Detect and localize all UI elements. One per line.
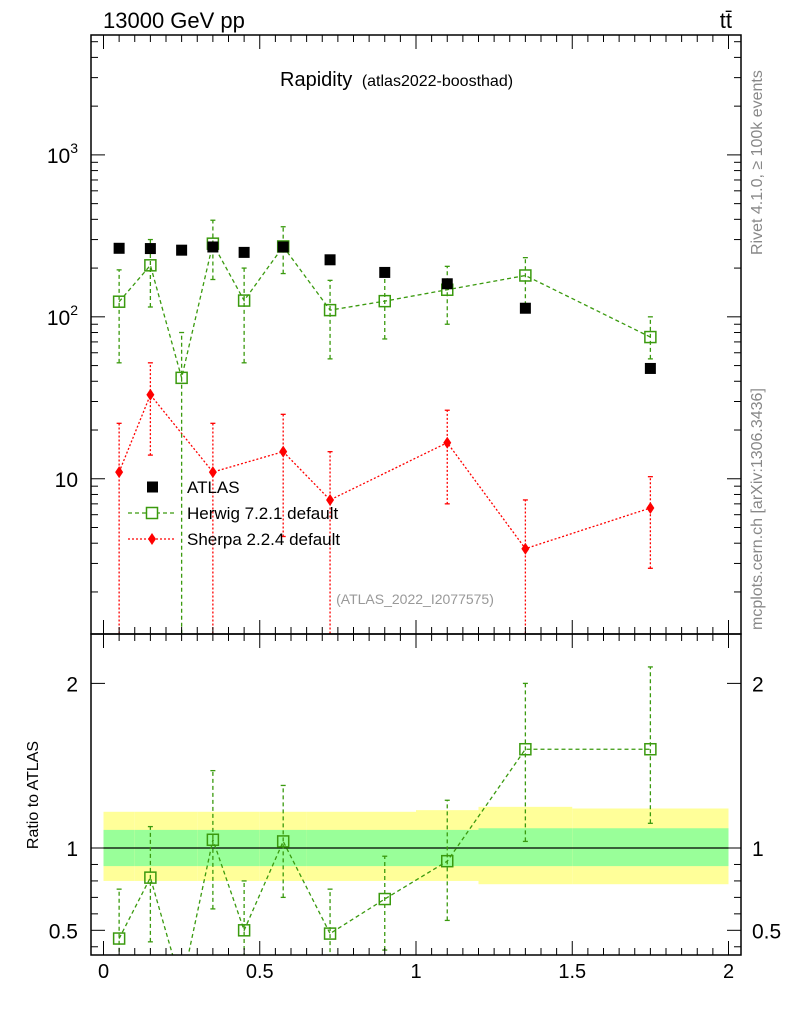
atlas-point: [277, 241, 289, 253]
ratio-plot-series: [112, 666, 657, 992]
herwig-point: [378, 294, 391, 308]
herwig-ratio-point: [441, 854, 454, 868]
sherpa-point: [279, 445, 288, 458]
herwig-ratio-point: [176, 981, 187, 992]
herwig-point: [237, 294, 251, 307]
legend-label: ATLAS: [187, 478, 240, 497]
atlas-point: [441, 278, 453, 290]
herwig-point: [144, 259, 157, 272]
mcplots-label: mcplots.cern.ch [arXiv:1306.3436]: [749, 388, 766, 630]
ratio-bands: [103, 806, 729, 885]
legend: ATLAS Herwig 7.2.1 default Sherpa 2.2.4 de…: [128, 478, 340, 549]
ratio-ylabel: Ratio to ATLAS: [25, 741, 42, 849]
axes: 0 0.5 1 1.5 2 10 102 103 0.5 0.5 1 1 2 2: [47, 35, 781, 983]
atlas-point: [519, 302, 531, 314]
herwig-ratio-point: [378, 892, 391, 906]
sherpa-point: [646, 501, 655, 514]
energy-label: 13000 GeV pp: [103, 8, 245, 33]
herwig-ratio-point: [276, 835, 290, 848]
ratio-y-tick-label-right: 0.5: [752, 920, 781, 943]
sherpa-point: [208, 466, 217, 479]
herwig-point: [644, 330, 657, 344]
herwig-point: [519, 269, 532, 282]
ratio-band-inner: [572, 828, 729, 867]
plot-title-main: Rapidity: [280, 69, 352, 91]
ratio-y-tick-label-right: 2: [752, 673, 764, 696]
sherpa-point: [326, 493, 335, 506]
ratio-band-inner: [478, 828, 573, 867]
herwig-point: [175, 371, 188, 385]
legend-label: Herwig 7.2.1 default: [187, 504, 338, 523]
legend-atlas-marker: [147, 481, 158, 493]
herwig-ratio-point: [237, 924, 251, 937]
legend-label: Sherpa 2.2.4 default: [187, 530, 340, 549]
atlas-point: [379, 266, 391, 278]
herwig-ratio-line: [118, 748, 651, 955]
ratio-y-tick-label-right: 1: [752, 838, 764, 861]
sherpa-point: [115, 466, 124, 479]
x-tick-label: 0: [98, 961, 109, 983]
main-y-tick-label: 10: [55, 469, 78, 492]
x-tick-label: 0.5: [246, 961, 274, 983]
main-plot-series: [112, 219, 657, 634]
herwig-ratio-point: [519, 742, 532, 756]
atlas-point: [207, 241, 219, 253]
herwig-ratio-point: [644, 742, 657, 756]
sherpa-line: [118, 393, 651, 550]
atlas-point: [644, 362, 656, 374]
atlas-point: [113, 242, 125, 254]
sherpa-point: [443, 436, 452, 449]
herwig-ratio-point: [206, 833, 220, 847]
main-y-tick-label: 103: [47, 140, 78, 168]
herwig-point: [323, 303, 337, 317]
atlas-point: [176, 244, 188, 256]
ratio-plot-frame: [90, 633, 742, 956]
x-tick-label: 2: [723, 961, 734, 983]
herwig-ratio-point: [112, 932, 126, 945]
atlas-point: [238, 246, 250, 258]
ratio-y-tick-label: 2: [66, 673, 78, 696]
plot-title: Rapidity (atlas2022-boosthad): [280, 69, 513, 91]
ratio-y-tick-label: 1: [66, 838, 78, 861]
process-label: tt̄: [720, 8, 732, 33]
x-tick-label: 1.5: [558, 961, 586, 983]
analysis-watermark: (ATLAS_2022_I2077575): [336, 591, 494, 607]
sherpa-point: [521, 542, 530, 555]
ratio-y-tick-label: 0.5: [49, 920, 78, 943]
plot-title-sub: (atlas2022-boosthad): [362, 73, 513, 90]
legend-herwig-marker: [145, 506, 159, 520]
herwig-ratio-point: [144, 871, 157, 884]
main-y-tick-label: 102: [47, 302, 78, 330]
rivet-label: Rivet 4.1.0, ≥ 100k events: [749, 70, 766, 255]
atlas-point: [324, 254, 336, 266]
herwig-ratio-point: [323, 927, 337, 940]
herwig-point: [112, 295, 126, 308]
legend-sherpa-marker: [148, 533, 156, 545]
atlas-point: [144, 243, 156, 255]
sherpa-point: [146, 388, 155, 401]
x-tick-label: 1: [410, 961, 421, 983]
